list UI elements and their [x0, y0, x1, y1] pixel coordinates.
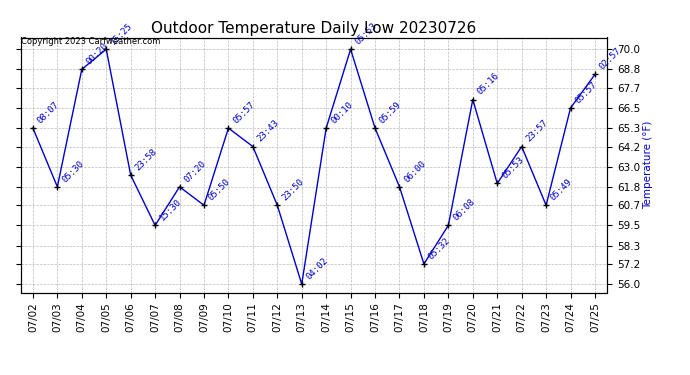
Text: 23:43: 23:43 — [255, 118, 281, 144]
Text: 04:02: 04:02 — [304, 256, 330, 281]
Text: 00:20: 00:20 — [85, 41, 110, 67]
Text: 23:57: 23:57 — [524, 118, 550, 144]
Text: 23:58: 23:58 — [133, 147, 159, 172]
Text: 05:32: 05:32 — [426, 236, 452, 261]
Text: 05:30: 05:30 — [60, 159, 86, 184]
Text: 00:10: 00:10 — [329, 100, 354, 125]
Text: 05:16: 05:16 — [475, 71, 501, 97]
Text: Copyright 2023 Carfweather.com: Copyright 2023 Carfweather.com — [21, 38, 160, 46]
Title: Outdoor Temperature Daily Low 20230726: Outdoor Temperature Daily Low 20230726 — [151, 21, 477, 36]
Text: 02:57: 02:57 — [598, 46, 623, 72]
Text: 15:30: 15:30 — [158, 197, 184, 223]
Text: 05:49: 05:49 — [549, 177, 574, 203]
Text: 05:50: 05:50 — [207, 177, 232, 203]
Text: 05:53: 05:53 — [353, 21, 379, 46]
Text: 08:07: 08:07 — [36, 100, 61, 125]
Text: 15:25: 15:25 — [109, 21, 135, 46]
Text: 05:57: 05:57 — [573, 80, 599, 105]
Y-axis label: Temperature (°F): Temperature (°F) — [643, 121, 653, 209]
Text: 05:59: 05:59 — [378, 100, 403, 125]
Text: 06:00: 06:00 — [402, 159, 428, 184]
Text: 05:57: 05:57 — [231, 100, 257, 125]
Text: 06:08: 06:08 — [451, 197, 477, 223]
Text: 07:20: 07:20 — [182, 159, 208, 184]
Text: 23:50: 23:50 — [280, 177, 306, 203]
Text: 05:53: 05:53 — [500, 155, 525, 181]
